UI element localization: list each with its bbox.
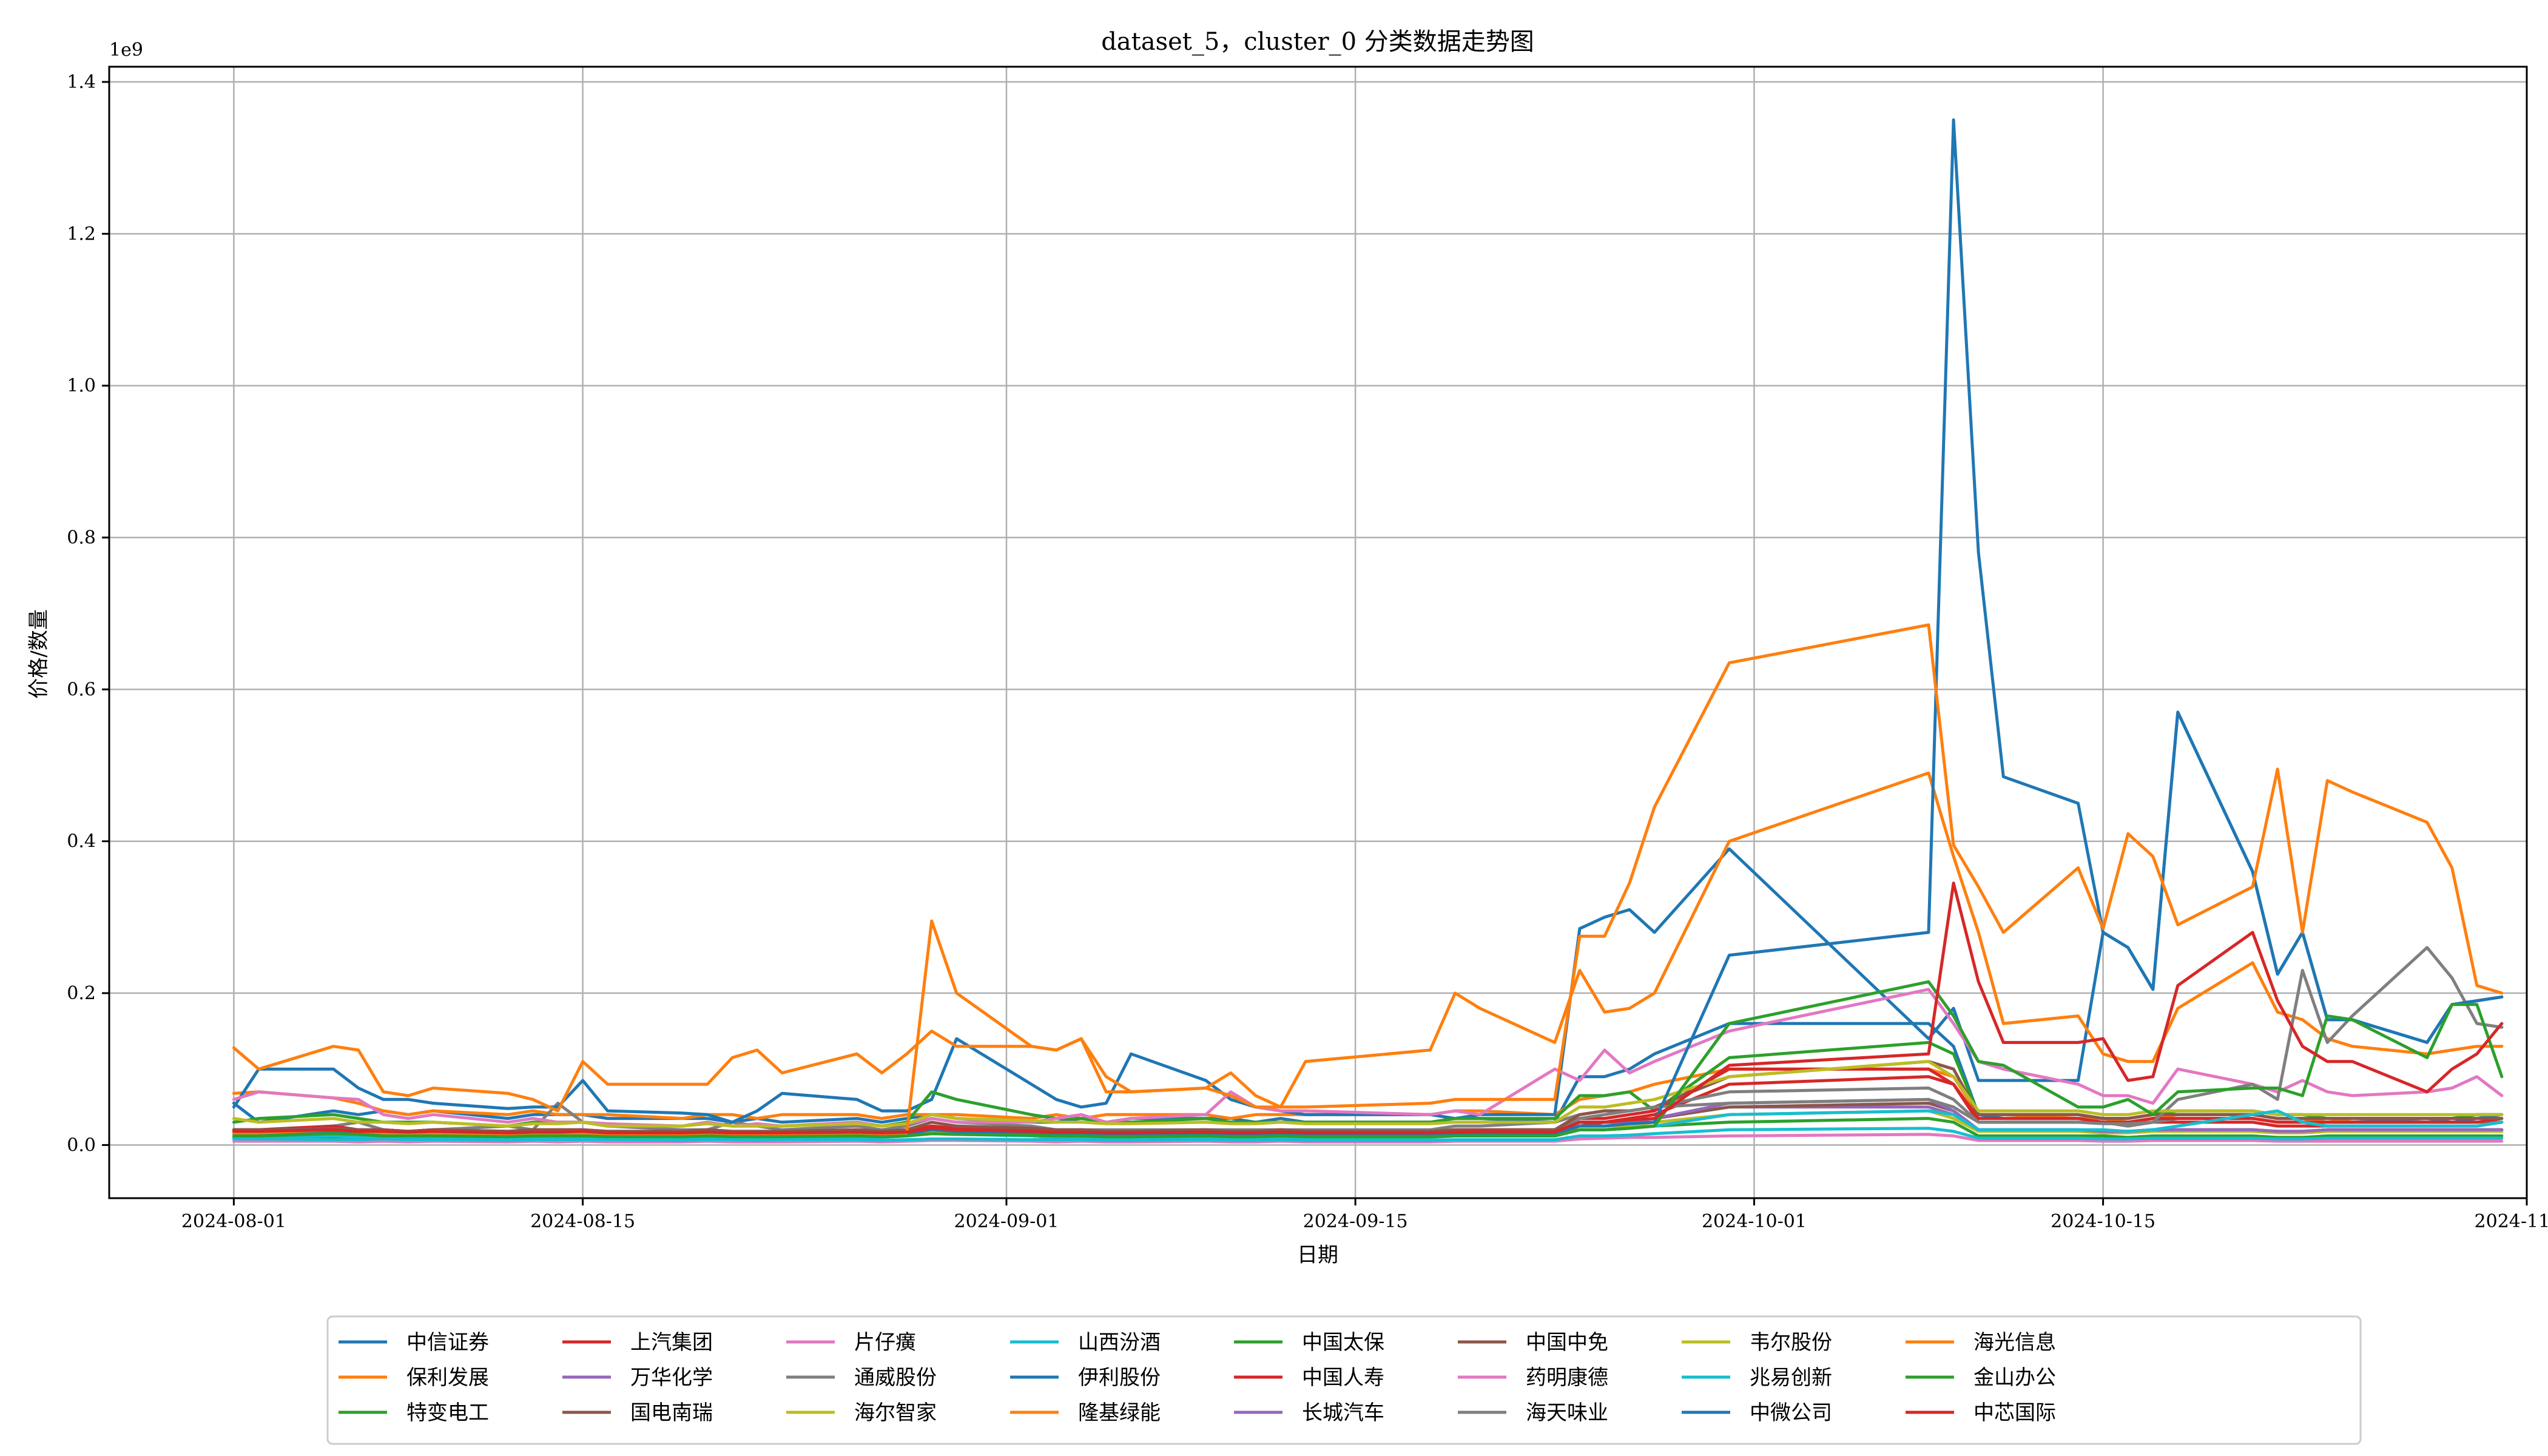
y-tick-label: 0.0: [67, 1134, 96, 1156]
y-tick-label: 0.4: [67, 831, 96, 852]
legend-label: 中国中免: [1526, 1330, 1608, 1355]
y-tick-label: 0.6: [67, 679, 96, 700]
legend-label: 特变电工: [406, 1401, 489, 1425]
grid: [109, 67, 2528, 1198]
legend-label: 长城汽车: [1302, 1401, 1384, 1425]
x-tick-label: 2024-10-15: [2051, 1211, 2155, 1232]
legend-label: 韦尔股份: [1750, 1330, 1832, 1355]
legend-label: 山西汾酒: [1078, 1330, 1161, 1355]
x-tick-label: 2024-08-01: [181, 1211, 286, 1232]
legend-label: 金山办公: [1973, 1366, 2056, 1390]
legend-label: 兆易创新: [1750, 1366, 1832, 1390]
y-offset-label: 1e9: [109, 39, 143, 61]
legend-label: 万华化学: [630, 1366, 713, 1390]
series-line-22: [232, 980, 2504, 1139]
x-tick-label: 2024-10-01: [1702, 1211, 1807, 1232]
y-tick-label: 1.4: [67, 72, 96, 93]
series-line-7: [232, 1087, 2504, 1133]
legend-label: 上汽集团: [630, 1330, 713, 1355]
series-lines: [232, 118, 2504, 1144]
y-tick-label: 1.0: [67, 376, 96, 397]
legend-label: 伊利股份: [1078, 1366, 1161, 1390]
legend-label: 中信证券: [406, 1330, 489, 1355]
x-tick-label: 2024-09-01: [954, 1211, 1059, 1232]
legend-label: 国电南瑞: [630, 1401, 713, 1425]
legend-label: 中国人寿: [1302, 1366, 1384, 1390]
legend-label: 海尔智家: [854, 1401, 937, 1425]
x-tick-label: 2024-09-15: [1303, 1211, 1408, 1232]
legend-label: 海光信息: [1973, 1330, 2056, 1355]
legend-label: 海天味业: [1526, 1401, 1608, 1425]
y-tick-label: 0.8: [67, 527, 96, 548]
legend-label: 隆基绿能: [1078, 1401, 1161, 1425]
legend-label: 中芯国际: [1973, 1401, 2056, 1425]
legend-label: 通威股份: [854, 1366, 937, 1390]
y-axis-title: 价格/数量: [27, 609, 51, 698]
axis-ticks: 0.0 0.2 0.4 0.6 0.8 1.0 1.2 1.4 2024-08-01 2024-0…: [67, 72, 2548, 1232]
plot-frame: [108, 66, 2528, 1199]
legend-label: 中微公司: [1750, 1401, 1832, 1425]
series-line-23: [232, 881, 2504, 1134]
legend-label: 药明康德: [1526, 1366, 1608, 1390]
legend-label: 保利发展: [406, 1366, 489, 1390]
y-tick-label: 1.2: [67, 223, 96, 244]
x-tick-label: 2024-08-15: [530, 1211, 635, 1232]
x-axis-title: 日期: [1297, 1243, 1338, 1267]
series-line-18: [232, 1060, 2504, 1128]
series-line-9: [232, 1127, 2504, 1142]
legend-label: 中国太保: [1302, 1330, 1384, 1355]
y-tick-label: 0.2: [67, 983, 96, 1004]
chart-title: dataset_5，cluster_0 分类数据走势图: [1101, 28, 1534, 56]
legend-frame: [326, 1315, 2362, 1445]
x-tick-label: 2024-11-01: [2475, 1211, 2548, 1232]
legend-label: 片仔癀: [854, 1330, 916, 1355]
